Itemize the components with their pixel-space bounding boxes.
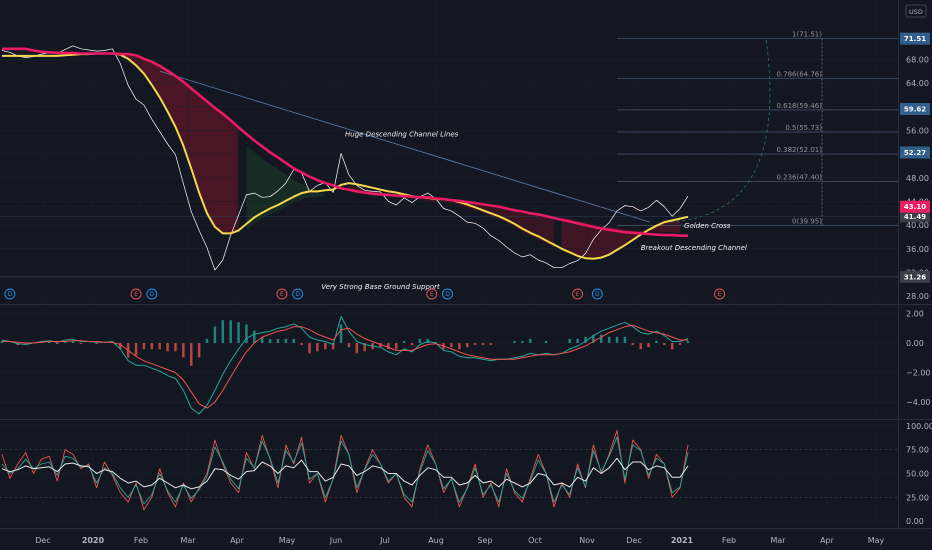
price-tag-label: 71.51 (904, 35, 926, 43)
osc-tick-label: 25.00 (906, 493, 929, 502)
event-marker-label: E (718, 291, 722, 298)
price-tag (900, 210, 930, 223)
time-tick-label: Aug (428, 536, 444, 545)
osc-line-b[interactable] (1, 436, 689, 505)
price-tag-label: 31.26 (904, 273, 926, 281)
osc-tick-label: 75.00 (906, 446, 929, 455)
macd-tick-label: −2.00 (906, 369, 931, 378)
price-tick-label: 56.00 (906, 126, 929, 135)
fib-level-label: 0(39.95) (792, 217, 822, 225)
time-tick-label: Apr (230, 536, 245, 545)
event-marker-label: D (295, 291, 300, 298)
price-axis[interactable]: 68.0064.0060.0056.0052.0048.0044.0040.00… (906, 55, 932, 526)
macd-tick-label: 2.00 (906, 309, 924, 318)
event-marker-label: E (280, 291, 284, 298)
dividend-marker[interactable] (591, 288, 603, 300)
time-tick-label: Apr (820, 536, 835, 545)
earnings-marker[interactable] (130, 288, 142, 300)
fib-level-label: 0.618(59.46) (776, 102, 822, 110)
time-tick-label: Dec (35, 536, 50, 545)
event-marker-label: D (445, 291, 450, 298)
annotation-huge-descending-channel[interactable]: Huge Descending Channel Lines (345, 130, 459, 138)
dividend-marker[interactable] (292, 288, 304, 300)
cloud-band (246, 145, 326, 230)
price-tick-label: 28.00 (906, 292, 929, 301)
fib-level-label: 0.382(52.01) (776, 146, 822, 154)
slow-moving-average-line[interactable] (2, 47, 688, 237)
price-tick-label: 68.00 (906, 55, 929, 64)
price-tick-label: 36.00 (906, 245, 929, 254)
event-marker-label: D (595, 291, 600, 298)
time-tick-label: Jul (379, 536, 390, 545)
time-tick-label: Sep (477, 536, 492, 545)
macd-tick-label: −4.00 (906, 398, 931, 407)
price-tag (900, 270, 930, 283)
macd-signal-line[interactable] (2, 324, 688, 409)
osc-signal-line[interactable] (1, 457, 689, 490)
fib-retracement[interactable]: 1(71.51) 0.786(64.76) 0.618(59.46) 0.5(55.7… (617, 31, 898, 226)
last-price-tag (900, 200, 930, 213)
time-tick-label: Feb (134, 536, 148, 545)
descending-channel-line[interactable] (159, 70, 651, 223)
macd-tick-label: 0.00 (906, 339, 924, 348)
last-price-label: 43.10 (904, 203, 926, 211)
trend-lines[interactable] (0, 38, 898, 278)
currency-label: USD (909, 8, 923, 16)
grid (0, 449, 898, 498)
earnings-marker[interactable] (714, 288, 725, 300)
fib-level-label: 0.236(47.40) (776, 173, 822, 181)
price-tag (900, 32, 930, 45)
time-tick-label: Feb (722, 536, 736, 545)
annotation-golden-cross[interactable]: Golden Cross (684, 222, 731, 230)
price-tag-label: 52.27 (904, 149, 926, 157)
time-tick-label: May (279, 536, 296, 545)
time-tick-label: Jun (329, 536, 343, 545)
annotation-breakout-descending-channel[interactable]: Breakout Descending Channel (641, 244, 747, 252)
dividend-marker[interactable] (4, 288, 16, 300)
time-tick-label: Oct (528, 536, 542, 545)
time-tick-label: May (868, 536, 885, 545)
annotations: Huge Descending Channel Lines Golden Cro… (321, 130, 747, 291)
price-tick-label: 48.00 (906, 174, 929, 183)
price-tick-label: 40.00 (906, 221, 929, 230)
price-tag (900, 146, 930, 159)
dividend-marker[interactable] (146, 288, 158, 300)
event-marker-label: E (430, 291, 434, 298)
annotation-base-ground-support[interactable]: Very Strong Base Ground Support (321, 283, 440, 291)
time-tick-label: Dec (626, 536, 641, 545)
earnings-marker[interactable] (276, 288, 288, 300)
event-marker-label: E (576, 291, 580, 298)
osc-tick-label: 100.00 (906, 422, 932, 431)
currency-badge[interactable] (905, 4, 927, 18)
time-axis[interactable]: Dec 2020 Feb Mar Apr May Jun Jul Aug Sep Oct Nov Dec… (35, 536, 884, 545)
dividend-marker[interactable] (442, 288, 453, 300)
price-series (0, 45, 690, 511)
fib-level-label: 1(71.51) (792, 31, 822, 39)
fib-level-label: 0.5(55.73) (785, 124, 822, 132)
earnings-marker[interactable] (572, 288, 584, 300)
price-tag-label: 59.62 (904, 105, 926, 113)
time-tick-label: Nov (579, 536, 595, 545)
price-line[interactable] (1, 45, 689, 271)
time-tick-label: 2020 (82, 536, 105, 545)
time-tick-label: Mar (770, 536, 786, 545)
price-tick-label: 64.00 (906, 79, 929, 88)
osc-tick-label: 0.00 (906, 517, 924, 526)
macd-line[interactable] (1, 315, 689, 415)
price-tag-label: 41.49 (904, 213, 926, 221)
earnings-marker[interactable] (426, 288, 438, 300)
price-tag (900, 102, 930, 115)
event-marker-label: E (134, 291, 138, 298)
event-marker-label: D (8, 291, 13, 298)
cloud-band (112, 53, 239, 234)
price-tags: 71.51 59.62 52.27 41.49 31.26 43.10 (900, 32, 930, 283)
osc-tick-label: 50.00 (906, 470, 929, 479)
time-tick-label: 2021 (671, 536, 694, 545)
time-tick-label: Mar (180, 536, 196, 545)
event-marker-label: D (150, 291, 155, 298)
fib-level-label: 0.786(64.76) (776, 71, 822, 79)
